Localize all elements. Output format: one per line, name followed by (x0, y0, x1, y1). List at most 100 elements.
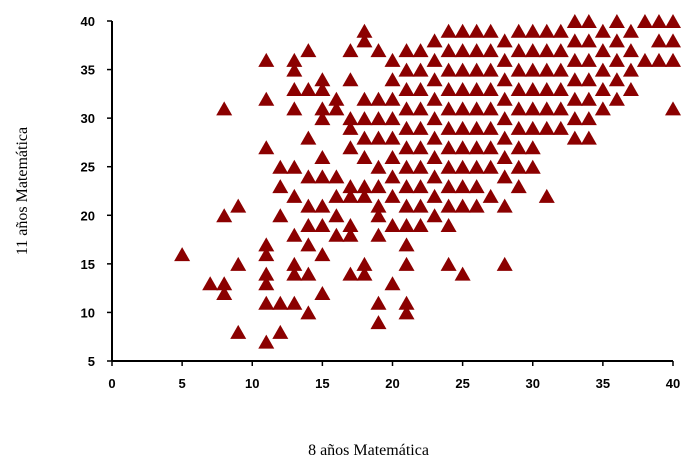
data-point (398, 256, 415, 271)
data-point (272, 295, 289, 310)
data-point (580, 111, 597, 126)
data-point (440, 218, 457, 232)
data-point (370, 130, 387, 145)
data-point (665, 33, 681, 48)
data-point (314, 169, 331, 184)
data-point (594, 101, 611, 116)
data-point (538, 43, 555, 58)
data-point (594, 23, 611, 38)
y-tick-label: 10 (81, 305, 95, 320)
data-point (552, 23, 569, 38)
data-point (314, 218, 331, 232)
data-point (328, 169, 345, 184)
data-point (370, 208, 387, 223)
data-point (496, 198, 513, 213)
data-point (370, 179, 387, 194)
data-point (468, 179, 485, 194)
data-point (552, 120, 569, 135)
data-point (510, 101, 527, 116)
data-point (622, 43, 639, 58)
data-point (580, 91, 597, 106)
data-point (426, 188, 443, 203)
data-point (454, 159, 471, 174)
data-point (510, 62, 527, 77)
data-point (510, 120, 527, 135)
data-point (272, 208, 289, 223)
data-point (258, 247, 275, 262)
data-point (468, 82, 485, 96)
data-point (524, 43, 541, 58)
data-point (328, 208, 345, 223)
data-point (272, 159, 289, 174)
data-point (468, 140, 485, 155)
data-point (342, 72, 359, 87)
data-point (454, 140, 471, 155)
data-point (440, 43, 457, 58)
data-point (426, 91, 443, 106)
data-point (496, 52, 513, 67)
data-point (286, 52, 303, 67)
data-point (258, 140, 275, 155)
data-point (510, 140, 527, 155)
data-point (384, 188, 401, 203)
data-point (370, 315, 387, 330)
data-point (566, 33, 583, 48)
data-point (342, 111, 359, 126)
data-point (524, 101, 541, 116)
data-point (370, 43, 387, 58)
y-tick-label: 5 (88, 354, 95, 369)
data-point (454, 198, 471, 213)
data-point (384, 91, 401, 106)
data-point (665, 52, 681, 67)
x-tick-label: 5 (179, 376, 186, 391)
data-point (412, 218, 429, 232)
data-point (286, 101, 303, 116)
data-point (496, 33, 513, 48)
data-point (286, 227, 303, 242)
data-point (300, 43, 317, 58)
data-point (580, 33, 597, 48)
data-point (412, 179, 429, 194)
x-tick-label: 10 (245, 376, 259, 391)
data-point (216, 208, 233, 223)
data-point (636, 14, 653, 28)
data-point (230, 256, 247, 271)
data-point (510, 82, 527, 96)
data-point (566, 52, 583, 67)
data-point (440, 256, 457, 271)
data-point (552, 43, 569, 58)
data-point (300, 266, 317, 281)
data-point (384, 130, 401, 145)
x-tick-label: 20 (385, 376, 399, 391)
data-point (482, 82, 499, 96)
data-point (300, 218, 317, 232)
data-point (258, 266, 275, 281)
data-point (398, 159, 415, 174)
data-point (538, 188, 555, 203)
data-point (608, 52, 625, 67)
y-tick-label: 20 (81, 208, 95, 223)
data-point (482, 159, 499, 174)
data-point (314, 247, 331, 262)
data-point (496, 72, 513, 87)
data-point (426, 150, 443, 164)
data-point (440, 120, 457, 135)
data-point (412, 198, 429, 213)
data-point (412, 101, 429, 116)
data-point (454, 101, 471, 116)
data-point (398, 218, 415, 232)
data-point (356, 179, 373, 194)
data-point (300, 305, 317, 320)
data-point (524, 23, 541, 38)
data-point (398, 295, 415, 310)
data-point (342, 43, 359, 58)
data-point (665, 101, 681, 116)
data-point (468, 23, 485, 38)
data-point (524, 140, 541, 155)
data-point (412, 62, 429, 77)
data-point (412, 82, 429, 96)
x-tick-label: 30 (526, 376, 540, 391)
data-point (384, 111, 401, 126)
data-point (230, 198, 247, 213)
data-point (342, 266, 359, 281)
